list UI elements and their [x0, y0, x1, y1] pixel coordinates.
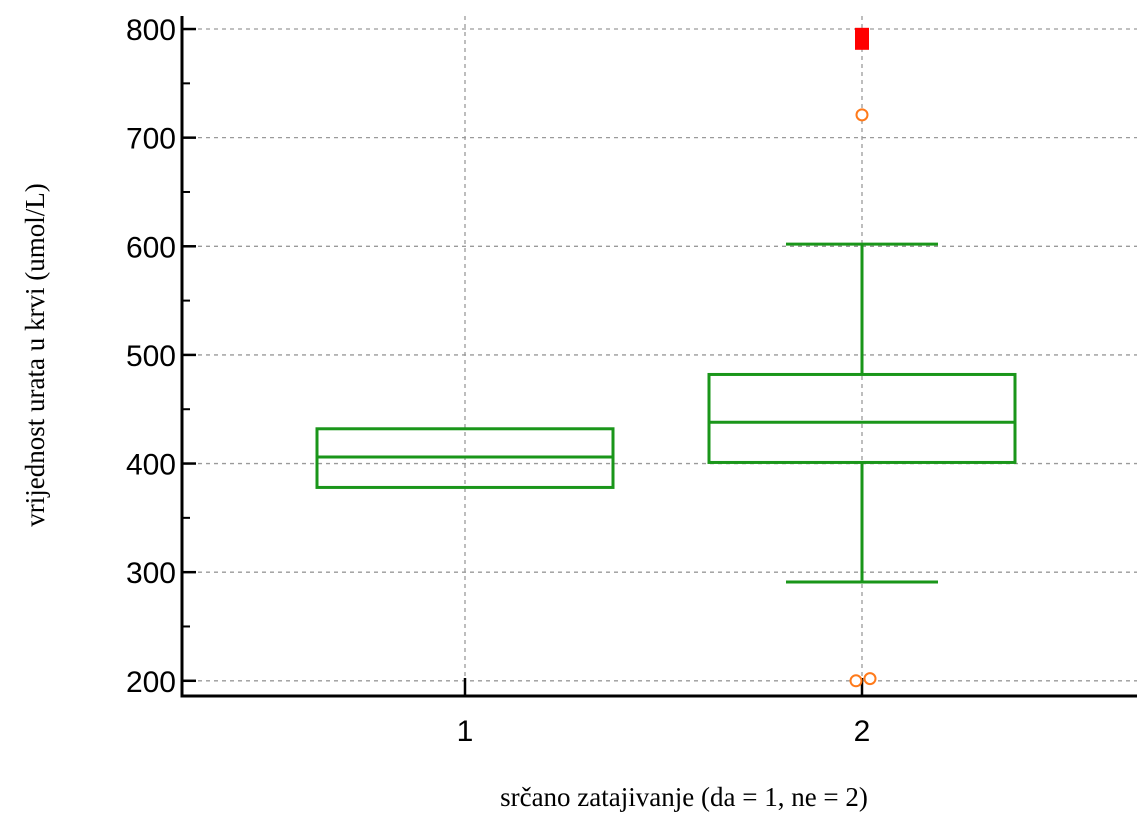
- x-axis-title: srčano zatajivanje (da = 1, ne = 2): [500, 782, 868, 812]
- outlier-point: [863, 672, 877, 686]
- y-tick-label: 700: [126, 123, 176, 156]
- tick-labels: 200 300 400 500 600 700 800 1 2: [126, 14, 870, 748]
- grid-lines: [182, 16, 1137, 696]
- y-axis-title: vrijednost urata u krvi (umol/L): [20, 183, 50, 526]
- box-iqr: [707, 372, 1017, 464]
- y-tick-label: 200: [126, 666, 176, 699]
- x-tick-label: 1: [457, 715, 474, 748]
- x-tick-label: 2: [854, 715, 871, 748]
- boxes: [315, 27, 1017, 688]
- box-1: [315, 427, 615, 489]
- outlier-point: [855, 108, 869, 122]
- axes: [180, 16, 1137, 698]
- y-tick-label: 600: [126, 231, 176, 264]
- far-outlier-point: [855, 27, 869, 50]
- y-tick-label: 800: [126, 14, 176, 47]
- outlier-point: [849, 674, 863, 688]
- y-tick-label: 400: [126, 449, 176, 482]
- y-tick-label: 300: [126, 557, 176, 590]
- y-tick-label: 500: [126, 340, 176, 373]
- box-2: [707, 27, 1017, 688]
